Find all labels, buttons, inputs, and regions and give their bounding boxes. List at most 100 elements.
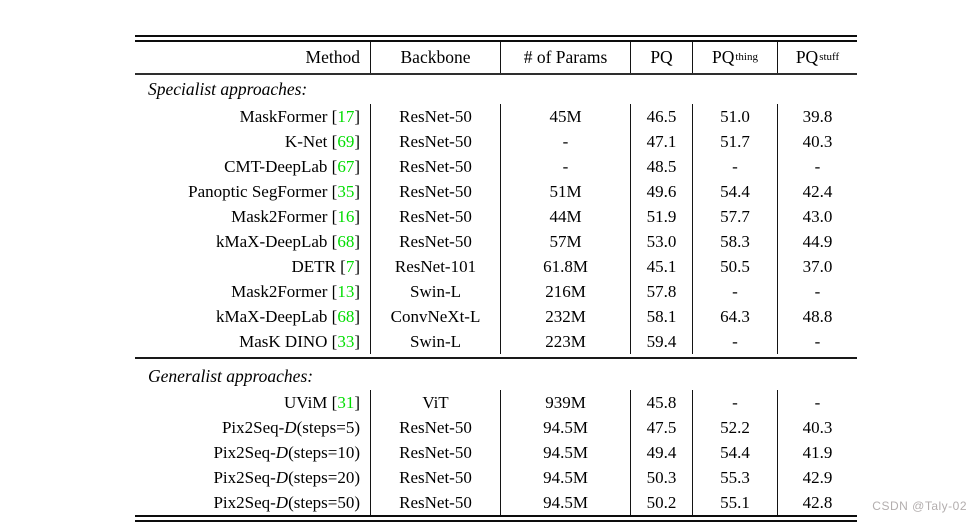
method-name: Mask2Former [231,282,328,301]
pq-cell: 47.5 [630,415,692,440]
pq-cell: 47.1 [630,129,692,154]
col-header-method: Method [135,42,370,73]
citation-bracket: ] [354,157,360,176]
backbone-cell: ResNet-50 [370,440,500,465]
pq-stuff-cell: 40.3 [777,129,857,154]
header-rule [135,73,857,75]
citation-bracket: [ [327,157,338,176]
pq-stuff-cell: 42.8 [777,490,857,515]
citation-bracket: ] [354,132,360,151]
method-name: UViM [284,393,328,412]
method-cell: K-Net [69] [135,129,370,154]
col-header-label: PQ [795,46,819,67]
params-cell: 232M [500,304,630,329]
pq-thing-cell: 54.4 [692,179,777,204]
params-cell: 223M [500,329,630,354]
backbone-cell: ResNet-50 [370,179,500,204]
backbone-cell: ResNet-50 [370,104,500,129]
citation-bracket: [ [327,282,338,301]
pq-cell: 59.4 [630,329,692,354]
citation-bracket: ] [354,182,360,201]
method-name: CMT-DeepLab [224,157,328,176]
table-row: kMaX-DeepLab [68] ResNet-50 57M 53.0 58.3 44.… [135,229,857,254]
method-cell: CMT-DeepLab [67] [135,154,370,179]
table-body: Specialist approaches: MaskFormer [17] Res… [135,75,857,515]
pq-thing-cell: - [692,329,777,354]
pq-thing-cell: 54.4 [692,440,777,465]
citation-bracket: ] [354,107,360,126]
col-header-backbone: Backbone [370,42,500,73]
pq-thing-cell: 51.7 [692,129,777,154]
citation-bracket: ] [354,232,360,251]
method-suffix: (steps=20) [288,468,360,487]
table-row: Pix2Seq- D (steps=5) ResNet-50 94.5M 47.5 52.… [135,415,857,440]
mathcal-d: D [275,493,289,512]
method-name: Pix2Seq- [213,493,276,512]
backbone-cell: ResNet-101 [370,254,500,279]
pq-thing-cell: 55.3 [692,465,777,490]
method-cell: Pix2Seq- D (steps=50) [135,490,370,515]
pq-cell: 48.5 [630,154,692,179]
method-name: K-Net [284,132,328,151]
backbone-cell: ConvNeXt-L [370,304,500,329]
method-name: DETR [291,257,336,276]
pq-stuff-cell: 48.8 [777,304,857,329]
table-top-rule [135,35,857,42]
pq-thing-cell: 51.0 [692,104,777,129]
col-header-label: Method [305,46,360,67]
pq-cell: 57.8 [630,279,692,304]
citation-bracket: [ [335,257,346,276]
citation-bracket: ] [354,307,360,326]
table-row: Panoptic SegFormer [35] ResNet-50 51M 49.6 5… [135,179,857,204]
pq-thing-cell: - [692,154,777,179]
pq-stuff-cell: - [777,154,857,179]
pq-cell: 46.5 [630,104,692,129]
pq-cell: 45.1 [630,254,692,279]
citation-bracket: ] [354,332,360,351]
pq-stuff-cell: - [777,329,857,354]
method-suffix: (steps=10) [288,443,360,462]
backbone-cell: Swin-L [370,329,500,354]
citation-bracket: [ [327,132,338,151]
pq-thing-cell: 50.5 [692,254,777,279]
method-cell: DETR [7] [135,254,370,279]
col-header-label: Backbone [400,46,471,67]
pq-thing-cell: - [692,279,777,304]
method-name: Panoptic SegFormer [188,182,328,201]
citation-number: 31 [337,393,355,412]
params-cell: 57M [500,229,630,254]
method-cell: UViM [31] [135,390,370,415]
table-header-row: Method Backbone # of Params PQ PQ thing P… [135,42,857,73]
method-name: Pix2Seq- [213,443,276,462]
params-cell: 94.5M [500,440,630,465]
pq-cell: 50.2 [630,490,692,515]
pq-stuff-cell: 41.9 [777,440,857,465]
citation-number: 33 [337,332,355,351]
citation-number: 16 [337,207,355,226]
section-title: Specialist approaches: [148,79,308,99]
pq-stuff-cell: - [777,390,857,415]
citation-bracket: ] [354,393,360,412]
params-cell: - [500,154,630,179]
section-divider-rule [135,357,857,359]
params-cell: - [500,129,630,154]
pq-thing-cell: 55.1 [692,490,777,515]
table-row: Pix2Seq- D (steps=20) ResNet-50 94.5M 50.3 55… [135,465,857,490]
backbone-cell: ResNet-50 [370,415,500,440]
method-cell: Mask2Former [13] [135,279,370,304]
results-table: Method Backbone # of Params PQ PQ thing P… [135,35,857,522]
citation-number: 68 [337,307,355,326]
method-name: kMaX-DeepLab [216,232,328,251]
method-cell: MasK DINO [33] [135,329,370,354]
table-row: MasK DINO [33] Swin-L 223M 59.4- - [135,329,857,354]
pq-stuff-cell: 40.3 [777,415,857,440]
watermark: CSDN @Taly-02 [872,499,967,513]
mathcal-d: D [275,443,289,462]
pq-cell: 51.9 [630,204,692,229]
citation-number: 67 [337,157,355,176]
citation-bracket: [ [327,332,338,351]
params-cell: 61.8M [500,254,630,279]
table-row: Pix2Seq- D (steps=10) ResNet-50 94.5M 49.4 54… [135,440,857,465]
table-row: Mask2Former [13] Swin-L 216M 57.8- - [135,279,857,304]
pq-thing-cell: 58.3 [692,229,777,254]
